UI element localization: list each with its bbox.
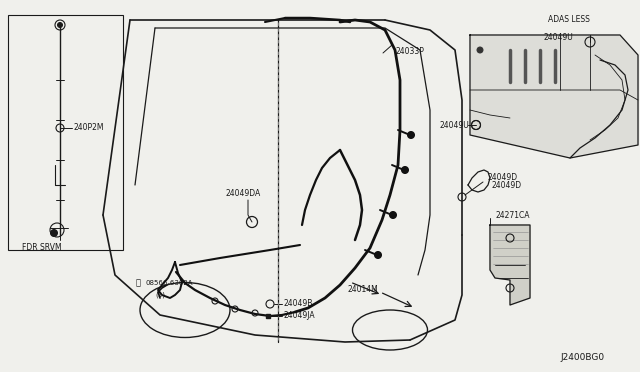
Polygon shape: [490, 225, 530, 305]
Circle shape: [390, 212, 397, 218]
Text: Ⓢ: Ⓢ: [136, 279, 141, 288]
Circle shape: [58, 22, 63, 28]
Circle shape: [408, 131, 415, 138]
Text: (1): (1): [155, 292, 165, 298]
Text: 240P2M: 240P2M: [73, 124, 104, 132]
Text: 24049U: 24049U: [440, 121, 470, 129]
Text: 08566-6302A: 08566-6302A: [145, 280, 193, 286]
Text: 24014M: 24014M: [348, 285, 379, 295]
Circle shape: [401, 167, 408, 173]
Text: 24049JA: 24049JA: [284, 311, 316, 321]
Text: FDR SRVM: FDR SRVM: [22, 244, 61, 253]
Text: 24049B: 24049B: [284, 299, 314, 308]
Text: 24271CA: 24271CA: [495, 211, 529, 219]
Text: 24049DA: 24049DA: [225, 189, 260, 198]
Text: 24049D: 24049D: [488, 173, 518, 183]
Text: 24049U: 24049U: [543, 32, 573, 42]
Circle shape: [51, 230, 58, 237]
Text: ADAS LESS: ADAS LESS: [548, 16, 590, 25]
Text: 24049D: 24049D: [492, 180, 522, 189]
Polygon shape: [470, 35, 638, 158]
Text: 24033P: 24033P: [395, 48, 424, 57]
Circle shape: [374, 251, 381, 259]
Bar: [8, 15, 123, 250]
Circle shape: [477, 47, 483, 53]
Text: J2400BG0: J2400BG0: [560, 353, 604, 362]
